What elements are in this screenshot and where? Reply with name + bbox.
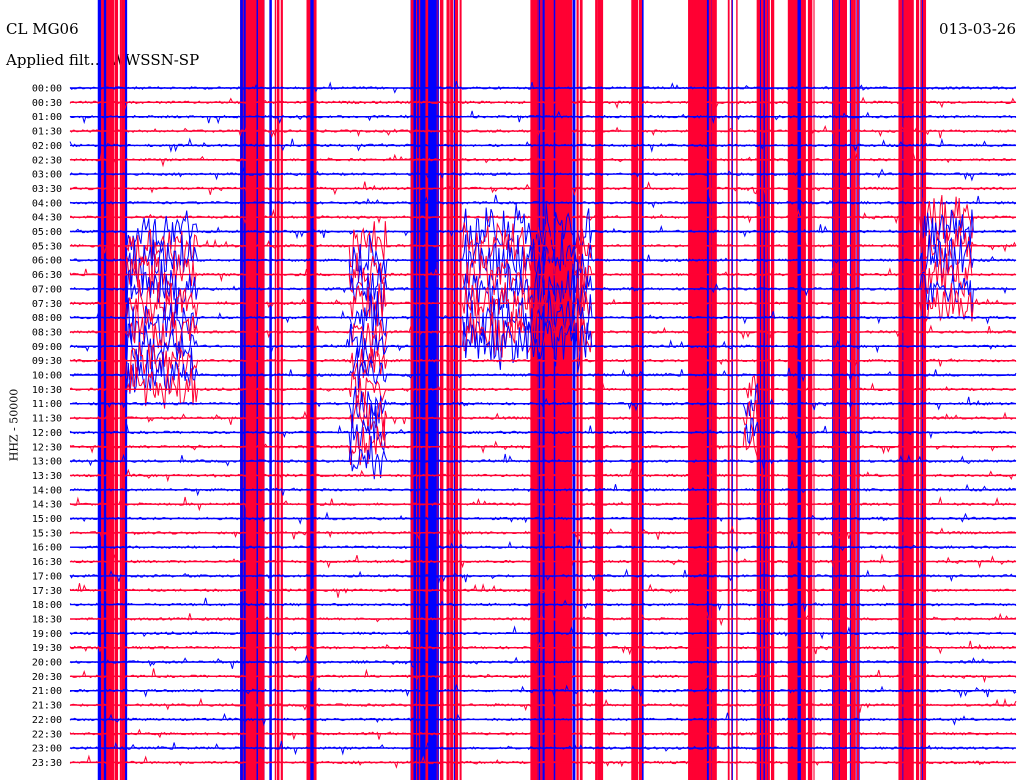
row-label: 20:30 — [32, 672, 62, 683]
row-label: 19:00 — [32, 629, 62, 640]
row-label: 11:00 — [32, 399, 62, 410]
row-label: 03:00 — [32, 170, 62, 181]
row-label: 07:00 — [32, 284, 62, 295]
row-label: 15:00 — [32, 514, 62, 525]
row-label: 18:00 — [32, 600, 62, 611]
seismic-traces — [69, 80, 1017, 769]
date-label: 013-03-26 — [939, 20, 1016, 38]
row-label: 05:00 — [32, 227, 62, 238]
row-label: 03:30 — [32, 184, 62, 195]
row-label: 14:30 — [32, 500, 62, 511]
row-label: 00:30 — [32, 98, 62, 109]
row-label: 07:30 — [32, 299, 62, 310]
row-label: 12:30 — [32, 442, 62, 453]
row-label: 12:00 — [32, 428, 62, 439]
row-label: 08:30 — [32, 327, 62, 338]
trace-line — [69, 219, 1017, 273]
row-label: 06:30 — [32, 270, 62, 281]
row-label: 18:30 — [32, 614, 62, 625]
row-label: 16:30 — [32, 557, 62, 568]
row-label: 01:00 — [32, 112, 62, 123]
row-label: 11:30 — [32, 414, 62, 425]
row-label: 02:00 — [32, 141, 62, 152]
row-label: 01:30 — [32, 127, 62, 138]
row-label: 22:00 — [32, 715, 62, 726]
row-label: 13:00 — [32, 457, 62, 468]
row-label: 09:00 — [32, 342, 62, 353]
row-label: 23:00 — [32, 744, 62, 755]
row-label: 10:00 — [32, 371, 62, 382]
row-label: 22:30 — [32, 729, 62, 740]
row-label: 13:30 — [32, 471, 62, 482]
row-label: 04:00 — [32, 198, 62, 209]
row-label: 04:30 — [32, 213, 62, 224]
row-label: 19:30 — [32, 643, 62, 654]
row-label: 14:00 — [32, 485, 62, 496]
row-label: 16:00 — [32, 543, 62, 554]
row-label: 05:30 — [32, 241, 62, 252]
row-label: 00:00 — [32, 84, 62, 95]
row-label: 09:30 — [32, 356, 62, 367]
trace-line — [69, 435, 1017, 480]
row-label: 06:00 — [32, 256, 62, 267]
row-label: 17:00 — [32, 571, 62, 582]
row-label: 21:00 — [32, 686, 62, 697]
row-label: 08:00 — [32, 313, 62, 324]
row-label: 15:30 — [32, 528, 62, 539]
row-label: 17:30 — [32, 586, 62, 597]
row-label: 02:30 — [32, 155, 62, 166]
row-label: 20:00 — [32, 658, 62, 669]
trace-line — [69, 194, 1017, 209]
row-label: 21:30 — [32, 701, 62, 712]
row-label: 23:30 — [32, 758, 62, 769]
station-label: CL MG06 — [6, 20, 79, 38]
trace-line — [69, 496, 1017, 512]
row-label: 10:30 — [32, 385, 62, 396]
row-labels: 00:00 00:30 01:00 01:30 02:00 02:30 03:00 03:30… — [32, 84, 62, 769]
